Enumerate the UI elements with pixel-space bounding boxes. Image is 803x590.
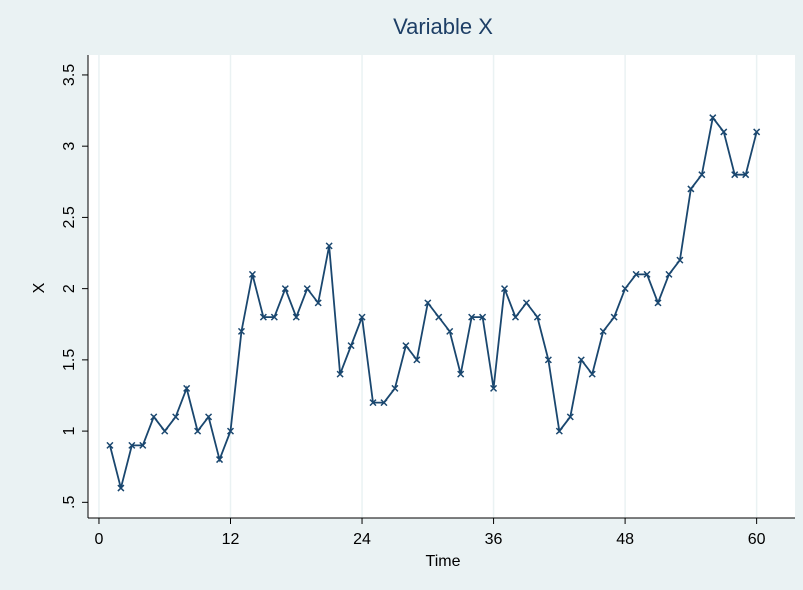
marker xyxy=(314,299,322,307)
y-tick-label: 3.5 xyxy=(61,64,78,86)
x-tick-label: 0 xyxy=(95,531,104,548)
marker xyxy=(753,128,761,136)
marker xyxy=(610,313,618,321)
y-tick-label: 2 xyxy=(61,284,78,293)
marker xyxy=(665,270,673,278)
marker xyxy=(544,356,552,364)
marker xyxy=(588,370,596,378)
marker xyxy=(194,427,202,435)
marker xyxy=(292,313,300,321)
y-tick-label: 3 xyxy=(61,142,78,151)
marker xyxy=(742,171,750,179)
marker xyxy=(457,370,465,378)
y-tick-label: 2.5 xyxy=(61,206,78,228)
marker xyxy=(577,356,585,364)
x-tick-label: 48 xyxy=(616,531,634,548)
marker xyxy=(555,427,563,435)
plot-area xyxy=(88,55,795,518)
marker xyxy=(511,313,520,321)
marker xyxy=(632,270,640,278)
marker xyxy=(731,171,739,179)
marker xyxy=(709,114,717,122)
marker xyxy=(172,413,180,421)
marker xyxy=(402,342,410,350)
marker xyxy=(621,285,629,293)
marker xyxy=(490,384,498,392)
marker xyxy=(500,285,509,293)
line xyxy=(109,115,758,489)
marker xyxy=(446,327,454,335)
marker xyxy=(183,384,191,392)
y-tick-label: 1 xyxy=(61,427,78,436)
marker xyxy=(226,427,235,435)
marker xyxy=(566,413,574,421)
marker xyxy=(533,313,541,321)
marker xyxy=(259,313,267,321)
x-axis-title: Time xyxy=(426,553,461,570)
marker xyxy=(380,399,388,407)
marker xyxy=(336,370,344,378)
marker xyxy=(303,285,311,293)
chart-title: Variable X xyxy=(393,14,493,39)
marker xyxy=(270,313,278,321)
x-tick-label: 36 xyxy=(485,531,503,548)
marker xyxy=(369,399,377,407)
marker xyxy=(161,427,169,435)
marker xyxy=(281,285,289,293)
marker xyxy=(106,441,114,449)
marker xyxy=(117,484,125,492)
marker xyxy=(358,313,366,321)
y-axis-title: X xyxy=(31,282,48,293)
y-tick-label: .5 xyxy=(61,496,78,509)
marker xyxy=(522,299,530,307)
marker xyxy=(216,456,224,464)
marker xyxy=(435,313,443,321)
marker xyxy=(643,270,651,278)
marker xyxy=(139,441,147,449)
marker xyxy=(698,171,706,179)
marker xyxy=(237,327,245,335)
marker xyxy=(654,299,662,307)
marker xyxy=(391,384,399,392)
marker xyxy=(205,413,213,421)
marker xyxy=(347,342,355,350)
marker xyxy=(150,413,158,421)
marker xyxy=(424,299,432,307)
y-tick-label: 1.5 xyxy=(61,349,78,371)
marker xyxy=(325,242,333,250)
marker xyxy=(720,128,728,136)
marker xyxy=(128,441,136,449)
x-tick-label: 60 xyxy=(748,531,766,548)
x-tick-label: 12 xyxy=(222,531,240,548)
marker xyxy=(413,356,421,364)
marker xyxy=(468,313,476,321)
marker xyxy=(599,327,607,335)
marker xyxy=(248,270,256,278)
marker xyxy=(676,256,684,264)
marker xyxy=(479,313,487,321)
marker xyxy=(687,185,695,193)
x-tick-label: 24 xyxy=(353,531,371,548)
